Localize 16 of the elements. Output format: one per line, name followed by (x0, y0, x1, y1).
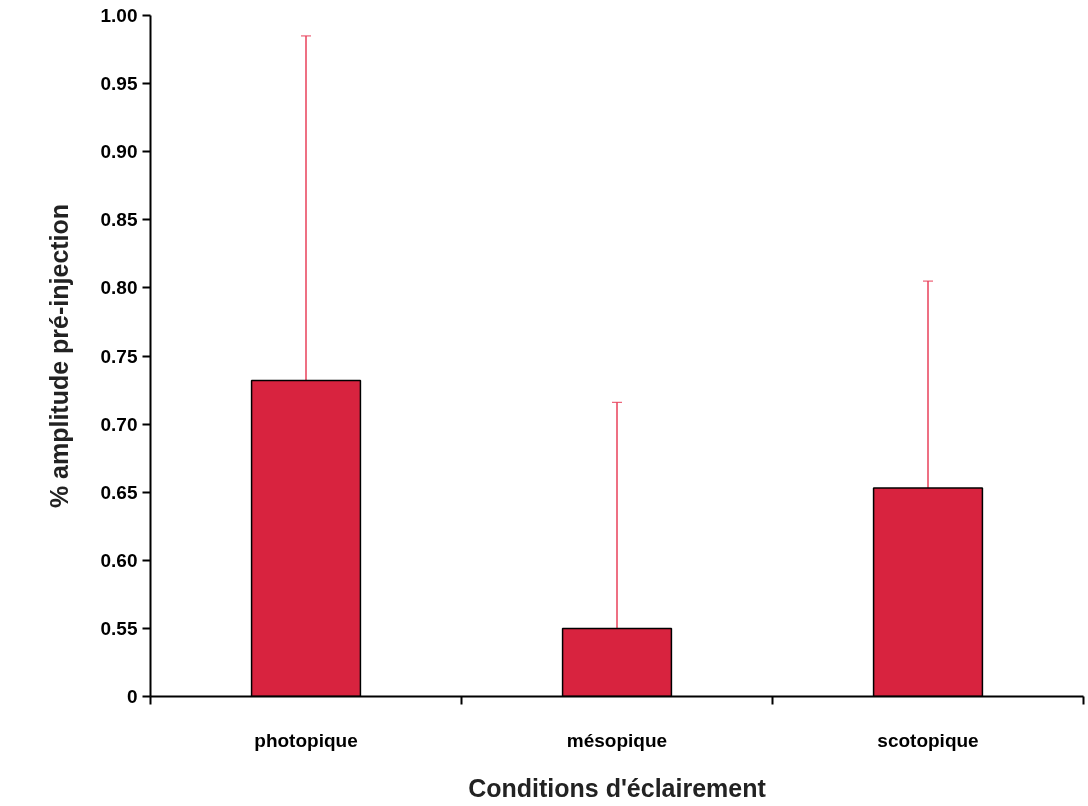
y-tick-label: 0.85 (100, 209, 138, 231)
y-tick-label: 0.75 (100, 345, 138, 367)
y-tick-label: 0.70 (100, 413, 138, 435)
x-tick-label: photopique (254, 729, 358, 751)
y-tick-label: 0.80 (100, 277, 138, 299)
x-tick-label: mésopique (566, 729, 668, 751)
y-axis-title: % amplitude pré-injection (44, 203, 73, 509)
y-tick-label: 0.95 (100, 73, 138, 95)
y-tick-label: 0.65 (100, 481, 138, 503)
x-axis-title: Conditions d'éclairement (468, 773, 767, 802)
y-tick-label: 0.90 (100, 141, 138, 163)
y-tick-label: 1.00 (100, 5, 138, 26)
y-tick-label: 0 (126, 686, 138, 707)
y-tick-label: 0.60 (100, 549, 138, 571)
y-tick-label: 0.55 (100, 617, 138, 639)
x-tick-label: scotopique (877, 729, 979, 751)
